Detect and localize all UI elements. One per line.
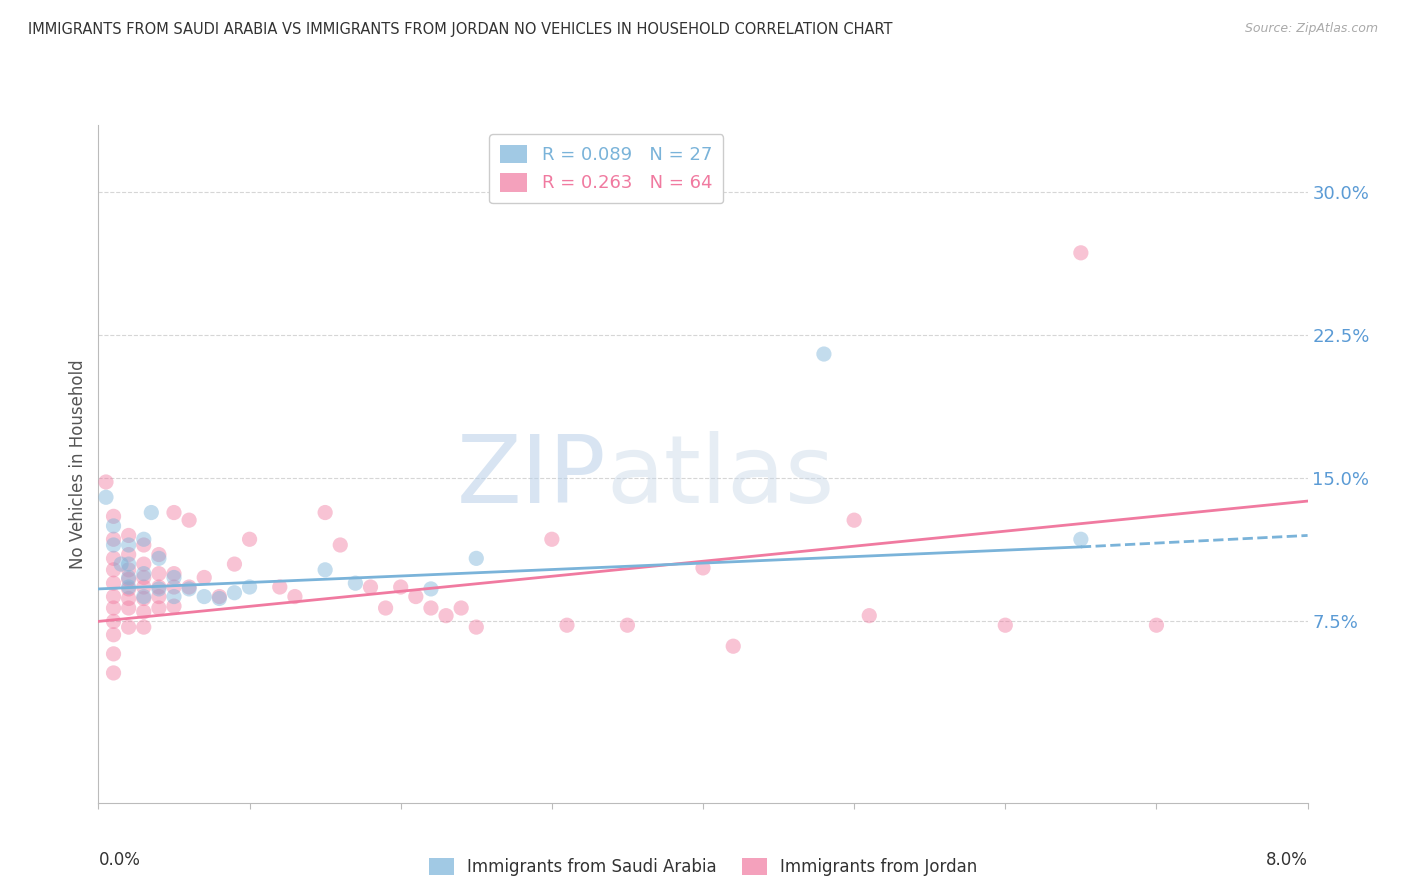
Point — [103, 665, 125, 680]
Point — [103, 538, 125, 552]
Point — [118, 601, 141, 615]
Point — [374, 601, 396, 615]
Point — [844, 513, 866, 527]
Point — [163, 599, 186, 613]
Point — [1070, 533, 1092, 547]
Point — [118, 538, 141, 552]
Point — [148, 580, 170, 594]
Point — [163, 580, 186, 594]
Point — [723, 639, 745, 653]
Point — [813, 347, 835, 361]
Point — [360, 580, 382, 594]
Text: IMMIGRANTS FROM SAUDI ARABIA VS IMMIGRANTS FROM JORDAN NO VEHICLES IN HOUSEHOLD : IMMIGRANTS FROM SAUDI ARABIA VS IMMIGRAN… — [28, 22, 893, 37]
Point — [148, 551, 170, 566]
Point — [692, 561, 714, 575]
Point — [179, 582, 201, 596]
Point — [132, 570, 155, 584]
Text: atlas: atlas — [606, 432, 835, 524]
Point — [118, 580, 141, 594]
Point — [94, 475, 117, 489]
Point — [465, 620, 488, 634]
Point — [269, 580, 291, 594]
Point — [118, 563, 141, 577]
Point — [858, 608, 880, 623]
Point — [132, 591, 155, 606]
Point — [103, 551, 125, 566]
Point — [420, 582, 443, 596]
Text: Source: ZipAtlas.com: Source: ZipAtlas.com — [1244, 22, 1378, 36]
Point — [179, 513, 201, 527]
Point — [132, 590, 155, 604]
Text: 8.0%: 8.0% — [1265, 851, 1308, 869]
Point — [148, 548, 170, 562]
Point — [148, 601, 170, 615]
Point — [118, 570, 141, 584]
Point — [420, 601, 443, 615]
Point — [103, 628, 125, 642]
Point — [103, 563, 125, 577]
Point — [132, 557, 155, 571]
Point — [616, 618, 638, 632]
Point — [148, 590, 170, 604]
Point — [148, 566, 170, 581]
Point — [118, 591, 141, 606]
Y-axis label: No Vehicles in Household: No Vehicles in Household — [69, 359, 87, 569]
Point — [103, 533, 125, 547]
Text: 0.0%: 0.0% — [98, 851, 141, 869]
Point — [208, 590, 231, 604]
Point — [103, 519, 125, 533]
Point — [208, 591, 231, 606]
Point — [193, 590, 215, 604]
Point — [1146, 618, 1168, 632]
Point — [132, 533, 155, 547]
Point — [118, 528, 141, 542]
Point — [148, 582, 170, 596]
Point — [118, 582, 141, 596]
Point — [163, 506, 186, 520]
Point — [163, 566, 186, 581]
Point — [179, 580, 201, 594]
Legend: Immigrants from Saudi Arabia, Immigrants from Jordan: Immigrants from Saudi Arabia, Immigrants… — [422, 851, 984, 882]
Point — [994, 618, 1017, 632]
Point — [103, 615, 125, 629]
Point — [541, 533, 564, 547]
Point — [555, 618, 578, 632]
Point — [434, 608, 457, 623]
Point — [239, 533, 262, 547]
Point — [118, 620, 141, 634]
Point — [103, 601, 125, 615]
Point — [344, 576, 367, 591]
Point — [224, 586, 246, 600]
Text: ZIP: ZIP — [457, 432, 606, 524]
Point — [1070, 245, 1092, 260]
Point — [193, 570, 215, 584]
Point — [284, 590, 307, 604]
Point — [132, 538, 155, 552]
Point — [141, 506, 163, 520]
Point — [103, 509, 125, 524]
Point — [118, 557, 141, 571]
Point — [314, 563, 336, 577]
Point — [118, 548, 141, 562]
Point — [103, 590, 125, 604]
Point — [132, 566, 155, 581]
Point — [329, 538, 352, 552]
Point — [465, 551, 488, 566]
Point — [405, 590, 427, 604]
Point — [239, 580, 262, 594]
Point — [163, 590, 186, 604]
Point — [110, 557, 132, 571]
Point — [450, 601, 472, 615]
Point — [132, 605, 155, 619]
Point — [103, 576, 125, 591]
Point — [118, 573, 141, 587]
Point — [103, 647, 125, 661]
Point — [163, 570, 186, 584]
Point — [132, 580, 155, 594]
Point — [132, 620, 155, 634]
Point — [94, 490, 117, 504]
Point — [224, 557, 246, 571]
Point — [389, 580, 412, 594]
Point — [314, 506, 336, 520]
